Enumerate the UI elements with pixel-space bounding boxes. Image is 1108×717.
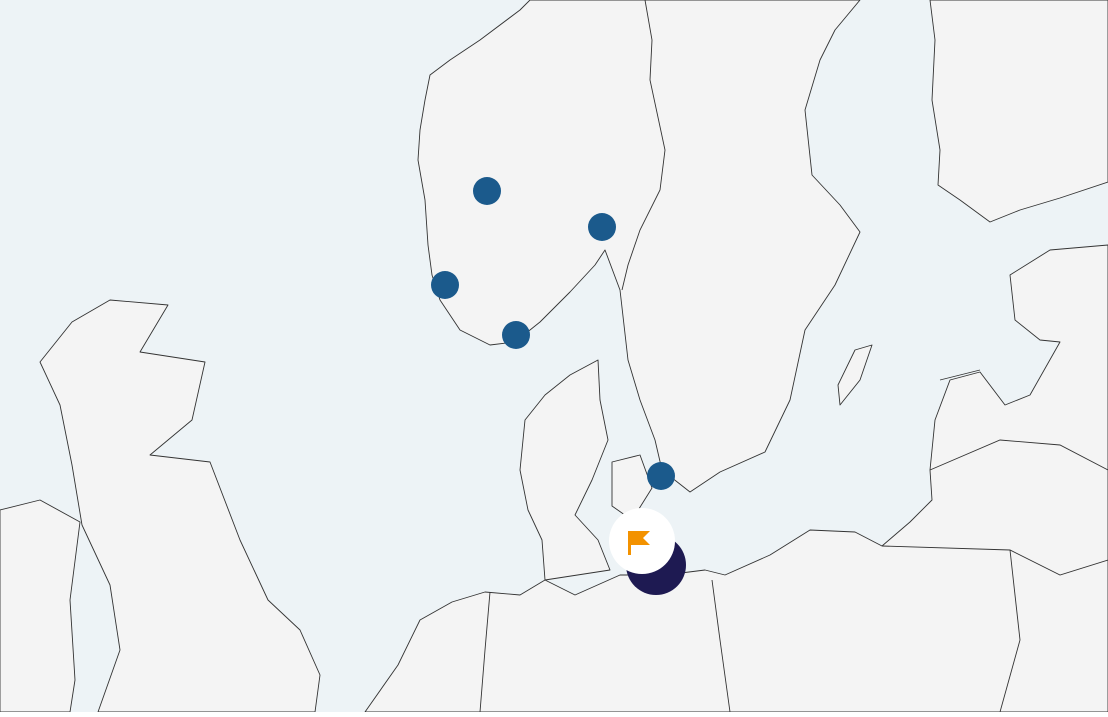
flag-marker[interactable] [609, 508, 675, 574]
location-marker[interactable] [502, 321, 530, 349]
location-marker[interactable] [647, 462, 675, 490]
scandinavia [417, 0, 861, 493]
flag-pole [628, 531, 631, 555]
location-marker[interactable] [431, 271, 459, 299]
location-marker[interactable] [588, 213, 616, 241]
denmark [519, 359, 611, 581]
ireland [0, 499, 81, 713]
country-borders [479, 369, 1108, 713]
norway-sweden-border [621, 0, 666, 291]
finland [929, 0, 1108, 223]
gotland [837, 344, 873, 406]
flag-icon [631, 531, 650, 545]
location-marker[interactable] [473, 177, 501, 205]
zealand [611, 454, 653, 521]
continent [364, 244, 1108, 713]
location-markers [431, 177, 686, 595]
great-britain [39, 299, 321, 713]
